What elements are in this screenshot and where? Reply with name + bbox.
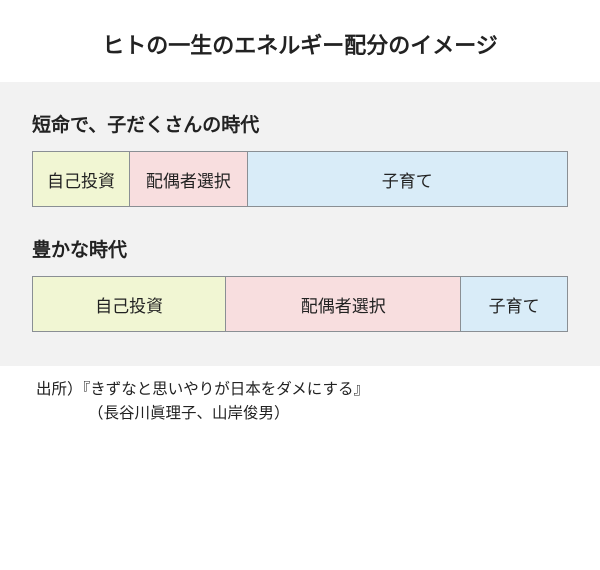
energy-segment-self_investment: 自己投資 (33, 152, 129, 206)
energy-segment-mate_selection: 配偶者選択 (225, 277, 460, 331)
era-section: 豊かな時代自己投資配偶者選択子育て (32, 235, 568, 332)
energy-bar: 自己投資配偶者選択子育て (32, 151, 568, 207)
era-section: 短命で、子だくさんの時代自己投資配偶者選択子育て (32, 110, 568, 207)
source-line-1: 出所）『きずなと思いやりが日本をダメにする』 (36, 381, 369, 398)
energy-segment-parenting: 子育て (247, 152, 567, 206)
era-title: 豊かな時代 (32, 235, 568, 262)
energy-segment-parenting: 子育て (460, 277, 567, 331)
page-title: ヒトの一生のエネルギー配分のイメージ (0, 0, 600, 82)
energy-bar: 自己投資配偶者選択子育て (32, 276, 568, 332)
energy-allocation-panel: 短命で、子だくさんの時代自己投資配偶者選択子育て豊かな時代自己投資配偶者選択子育… (0, 82, 600, 366)
source-citation: 出所）『きずなと思いやりが日本をダメにする』 （長谷川眞理子、山岸俊男） (0, 366, 600, 426)
energy-segment-self_investment: 自己投資 (33, 277, 225, 331)
era-title: 短命で、子だくさんの時代 (32, 110, 568, 137)
energy-segment-mate_selection: 配偶者選択 (129, 152, 246, 206)
source-line-2: （長谷川眞理子、山岸俊男） (36, 405, 290, 422)
